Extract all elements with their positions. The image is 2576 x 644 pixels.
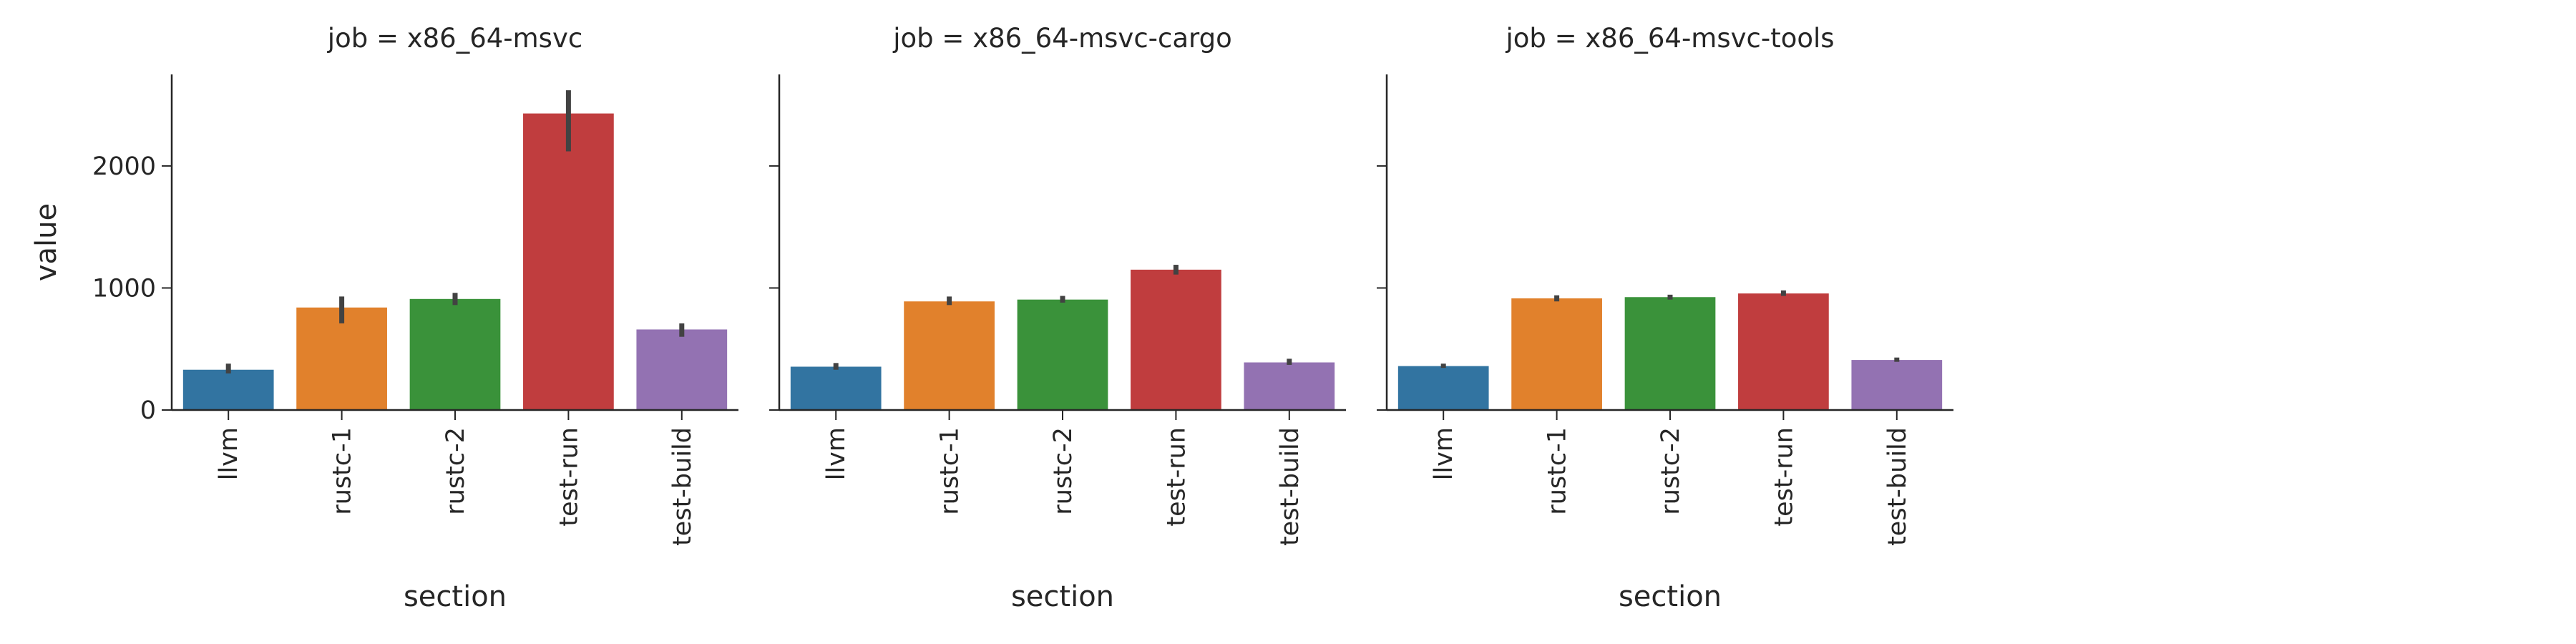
x-tick-label-llvm: llvm [215,427,243,480]
panel-title: job = x86_64-msvc [327,23,582,54]
x-axis-label: section [1011,580,1114,613]
x-tick-label-rustc-1: rustc-1 [1543,427,1572,515]
panel-title: job = x86_64-msvc-cargo [892,23,1231,54]
y-tick-label-0: 0 [140,396,156,425]
bar-llvm [182,369,274,410]
x-tick-label-test-run: test-run [555,427,583,527]
x-tick-label-test-build: test-build [668,427,697,546]
y-axis-label: value [30,203,63,281]
bar-rustc-1 [1511,298,1602,410]
bar-test-build [636,329,728,410]
bar-llvm [790,366,882,410]
bar-test-build [1244,362,1335,410]
panel-title: job = x86_64-msvc-tools [1505,23,1834,54]
x-tick-label-rustc-2: rustc-2 [441,427,470,515]
x-tick-label-test-run: test-run [1770,427,1798,527]
y-tick-label-1000: 1000 [92,274,156,303]
x-tick-label-rustc-1: rustc-1 [936,427,965,515]
bar-rustc-1 [296,307,387,410]
bar-rustc-2 [1624,297,1716,410]
bar-test-run [1738,293,1829,410]
bar-test-run [1131,269,1221,410]
bar-rustc-2 [1017,299,1108,410]
bar-rustc-1 [904,301,995,410]
x-tick-label-test-build: test-build [1883,427,1912,546]
x-tick-label-test-run: test-run [1162,427,1191,527]
x-tick-label-test-build: test-build [1276,427,1304,546]
bar-llvm [1397,366,1489,410]
x-tick-label-rustc-1: rustc-1 [328,427,357,515]
y-tick-label-2000: 2000 [92,152,156,181]
x-tick-label-rustc-2: rustc-2 [1657,427,1685,515]
x-axis-label: section [1619,580,1722,613]
x-axis-label: section [404,580,507,613]
x-tick-label-llvm: llvm [1430,427,1458,480]
bar-test-run [523,113,614,411]
bar-test-build [1851,360,1943,410]
x-tick-label-llvm: llvm [822,427,851,480]
x-tick-label-rustc-2: rustc-2 [1049,427,1078,515]
bar-rustc-2 [409,298,501,410]
